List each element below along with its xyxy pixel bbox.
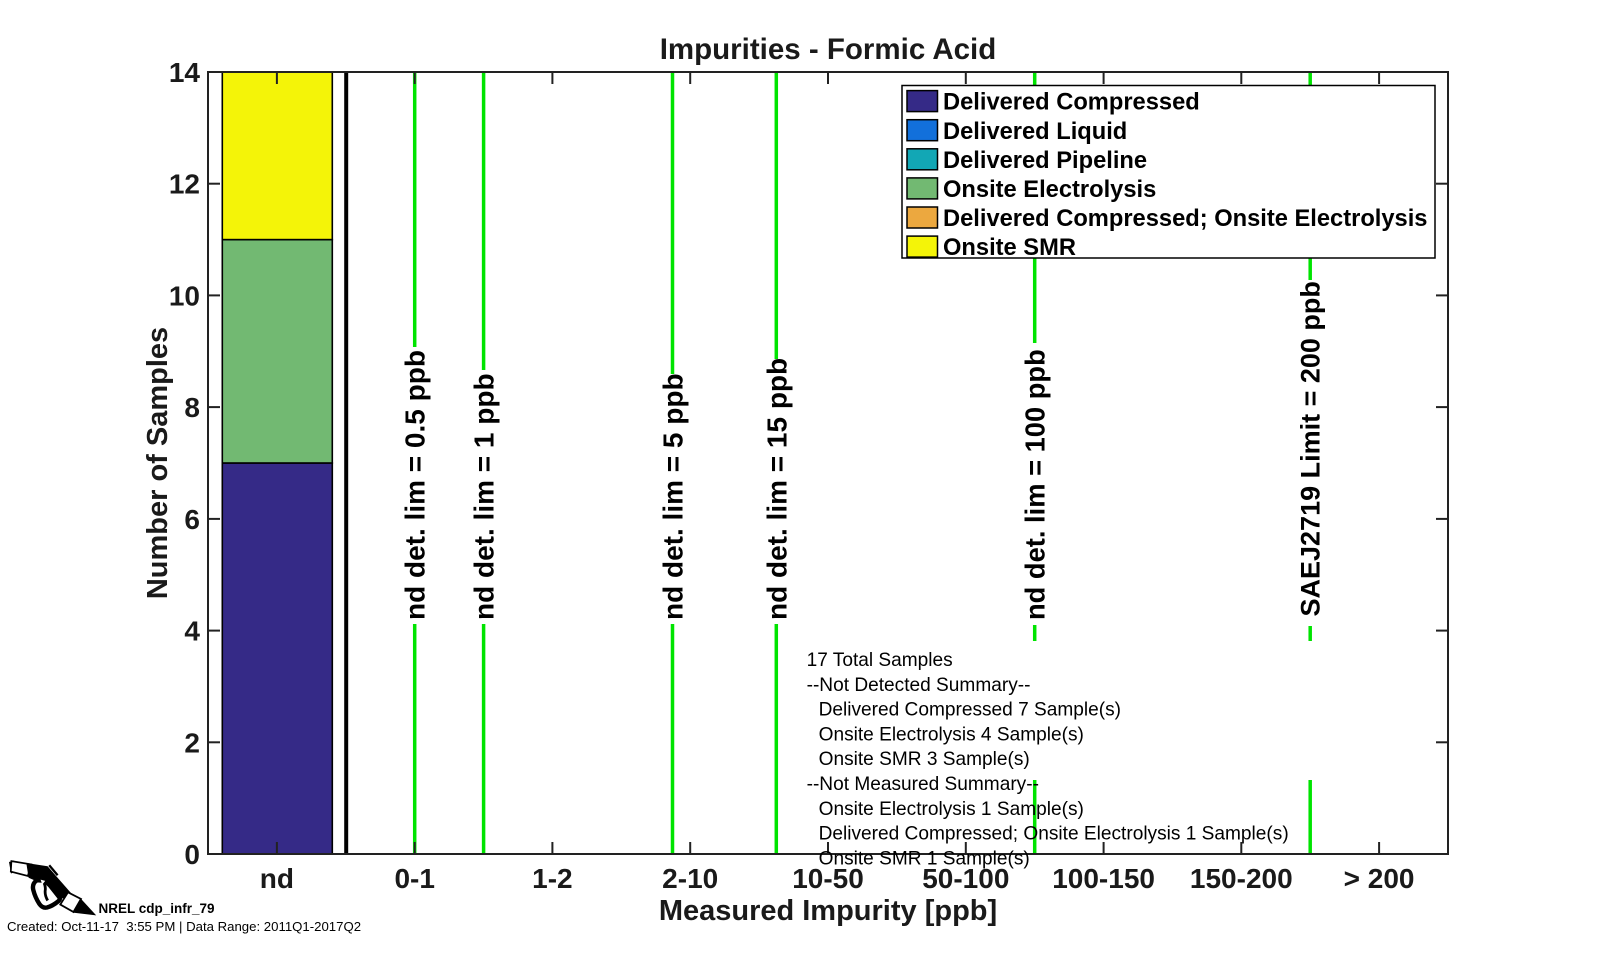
svg-text:50-100: 50-100: [922, 863, 1009, 894]
svg-text:2-10: 2-10: [662, 863, 718, 894]
svg-text:6: 6: [184, 504, 200, 535]
svg-text:Created: Oct-11-17 3:55 PM |: Created: Oct-11-17 3:55 PM | Data Range:…: [7, 919, 361, 934]
svg-text:Delivered Compressed; Onsite E: Delivered Compressed; Onsite Electrolysi…: [819, 824, 1289, 845]
svg-text:Delivered Compressed; Onsite E: Delivered Compressed; Onsite Electrolysi…: [943, 206, 1427, 232]
svg-text:--Not Measured Summary--: --Not Measured Summary--: [807, 774, 1039, 795]
svg-text:Onsite Electrolysis: Onsite Electrolysis: [943, 177, 1156, 203]
svg-text:Delivered Compressed 7 Sample(: Delivered Compressed 7 Sample(s): [819, 700, 1121, 721]
svg-text:nd det. lim = 0.5 ppb: nd det. lim = 0.5 ppb: [400, 350, 431, 620]
svg-text:Number of Samples: Number of Samples: [142, 327, 174, 599]
svg-text:100-150: 100-150: [1052, 863, 1155, 894]
svg-text:Delivered Pipeline: Delivered Pipeline: [943, 148, 1147, 174]
svg-text:Onsite SMR 3 Sample(s): Onsite SMR 3 Sample(s): [819, 749, 1030, 770]
svg-text:12: 12: [169, 169, 200, 200]
svg-text:150-200: 150-200: [1190, 863, 1293, 894]
svg-text:Measured Impurity [ppb]: Measured Impurity [ppb]: [659, 895, 997, 927]
svg-text:10-50: 10-50: [792, 863, 864, 894]
svg-text:17 Total Samples: 17 Total Samples: [807, 650, 953, 671]
svg-text:nd det. lim = 5 ppb: nd det. lim = 5 ppb: [658, 373, 689, 620]
svg-text:10: 10: [169, 280, 200, 311]
svg-text:nd: nd: [260, 863, 294, 894]
svg-text:Impurities - Formic Acid: Impurities - Formic Acid: [660, 33, 997, 66]
svg-text:Onsite SMR: Onsite SMR: [943, 235, 1076, 261]
svg-text:14: 14: [169, 57, 201, 88]
svg-text:4: 4: [184, 616, 200, 647]
svg-text:Onsite Electrolysis 1 Sample(s: Onsite Electrolysis 1 Sample(s): [819, 799, 1084, 820]
svg-text:8: 8: [184, 392, 200, 423]
svg-text:> 200: > 200: [1344, 863, 1415, 894]
svg-text:nd det. lim = 15 ppb: nd det. lim = 15 ppb: [761, 358, 792, 620]
svg-text:0: 0: [184, 839, 200, 870]
svg-text:Delivered Compressed: Delivered Compressed: [943, 90, 1200, 116]
svg-text:--Not Detected Summary--: --Not Detected Summary--: [807, 675, 1031, 696]
svg-text:Delivered Liquid: Delivered Liquid: [943, 119, 1127, 145]
svg-text:nd det. lim = 100 ppb: nd det. lim = 100 ppb: [1020, 349, 1051, 620]
svg-text:nd det. lim = 1 ppb: nd det. lim = 1 ppb: [469, 373, 500, 620]
svg-text:0-1: 0-1: [394, 863, 434, 894]
svg-text:NREL cdp_infr_79: NREL cdp_infr_79: [99, 901, 215, 916]
svg-text:1-2: 1-2: [532, 863, 572, 894]
svg-text:Onsite SMR 1 Sample(s): Onsite SMR 1 Sample(s): [819, 848, 1030, 869]
svg-text:Onsite Electrolysis 4 Sample(s: Onsite Electrolysis 4 Sample(s): [819, 724, 1084, 745]
svg-text:2: 2: [184, 727, 200, 758]
svg-text:SAEJ2719 Limit = 200 ppb: SAEJ2719 Limit = 200 ppb: [1296, 281, 1326, 616]
